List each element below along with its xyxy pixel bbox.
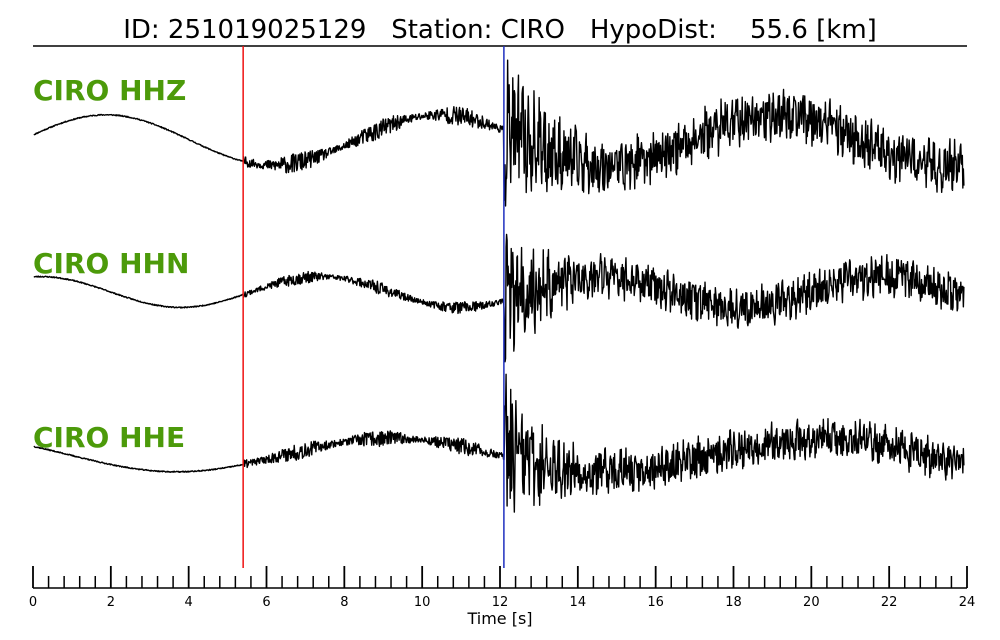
trace-group <box>33 59 965 513</box>
x-tick-label: 20 <box>803 595 820 610</box>
channel-label: CIRO HHZ <box>33 74 186 107</box>
x-axis-label: Time [s] <box>466 609 532 628</box>
figure-title: ID: 251019025129 Station: CIRO HypoDist:… <box>123 15 877 45</box>
x-tick-label: 12 <box>492 595 509 610</box>
trace-line <box>33 373 965 513</box>
x-tick-label: 6 <box>262 595 270 610</box>
x-tick-label: 4 <box>185 595 193 610</box>
x-tick-label: 22 <box>881 595 898 610</box>
x-tick-label: 0 <box>29 595 37 610</box>
x-tick-label: 10 <box>414 595 431 610</box>
x-tick-label: 18 <box>725 595 742 610</box>
x-tick-label: 16 <box>647 595 664 610</box>
channel-label-group: CIRO HHZ CIRO HHN CIRO HHE <box>33 74 189 454</box>
time-axis: 0 2 4 6 8 10 12 14 16 18 20 22 24 <box>29 566 975 610</box>
channel-label: CIRO HHE <box>33 421 185 454</box>
x-tick-label: 8 <box>340 595 348 610</box>
trace-line <box>33 233 965 363</box>
x-tick-label: 14 <box>570 595 587 610</box>
x-tick-label: 24 <box>959 595 976 610</box>
phase-pick-group <box>242 46 505 568</box>
channel-label: CIRO HHN <box>33 247 189 280</box>
x-tick-label: 2 <box>107 595 115 610</box>
trace-line <box>33 59 965 207</box>
